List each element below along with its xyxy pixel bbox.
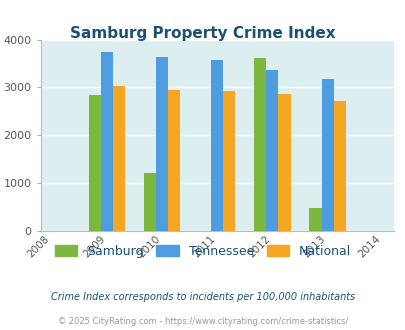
Bar bbox=[266, 70, 278, 231]
Bar bbox=[88, 95, 100, 231]
Text: Samburg Property Crime Index: Samburg Property Crime Index bbox=[70, 26, 335, 41]
Bar bbox=[156, 57, 168, 231]
Bar bbox=[168, 90, 180, 231]
Bar bbox=[278, 94, 290, 231]
Text: © 2025 CityRating.com - https://www.cityrating.com/crime-statistics/: © 2025 CityRating.com - https://www.city… bbox=[58, 317, 347, 326]
Bar bbox=[211, 60, 223, 231]
Bar bbox=[333, 101, 345, 231]
Bar bbox=[254, 58, 266, 231]
Bar bbox=[113, 85, 125, 231]
Legend: Samburg, Tennessee, National: Samburg, Tennessee, National bbox=[49, 240, 356, 263]
Bar bbox=[100, 51, 113, 231]
Bar bbox=[143, 173, 156, 231]
Bar bbox=[309, 208, 321, 231]
Bar bbox=[321, 79, 333, 231]
Bar bbox=[223, 91, 235, 231]
Text: Crime Index corresponds to incidents per 100,000 inhabitants: Crime Index corresponds to incidents per… bbox=[51, 292, 354, 302]
